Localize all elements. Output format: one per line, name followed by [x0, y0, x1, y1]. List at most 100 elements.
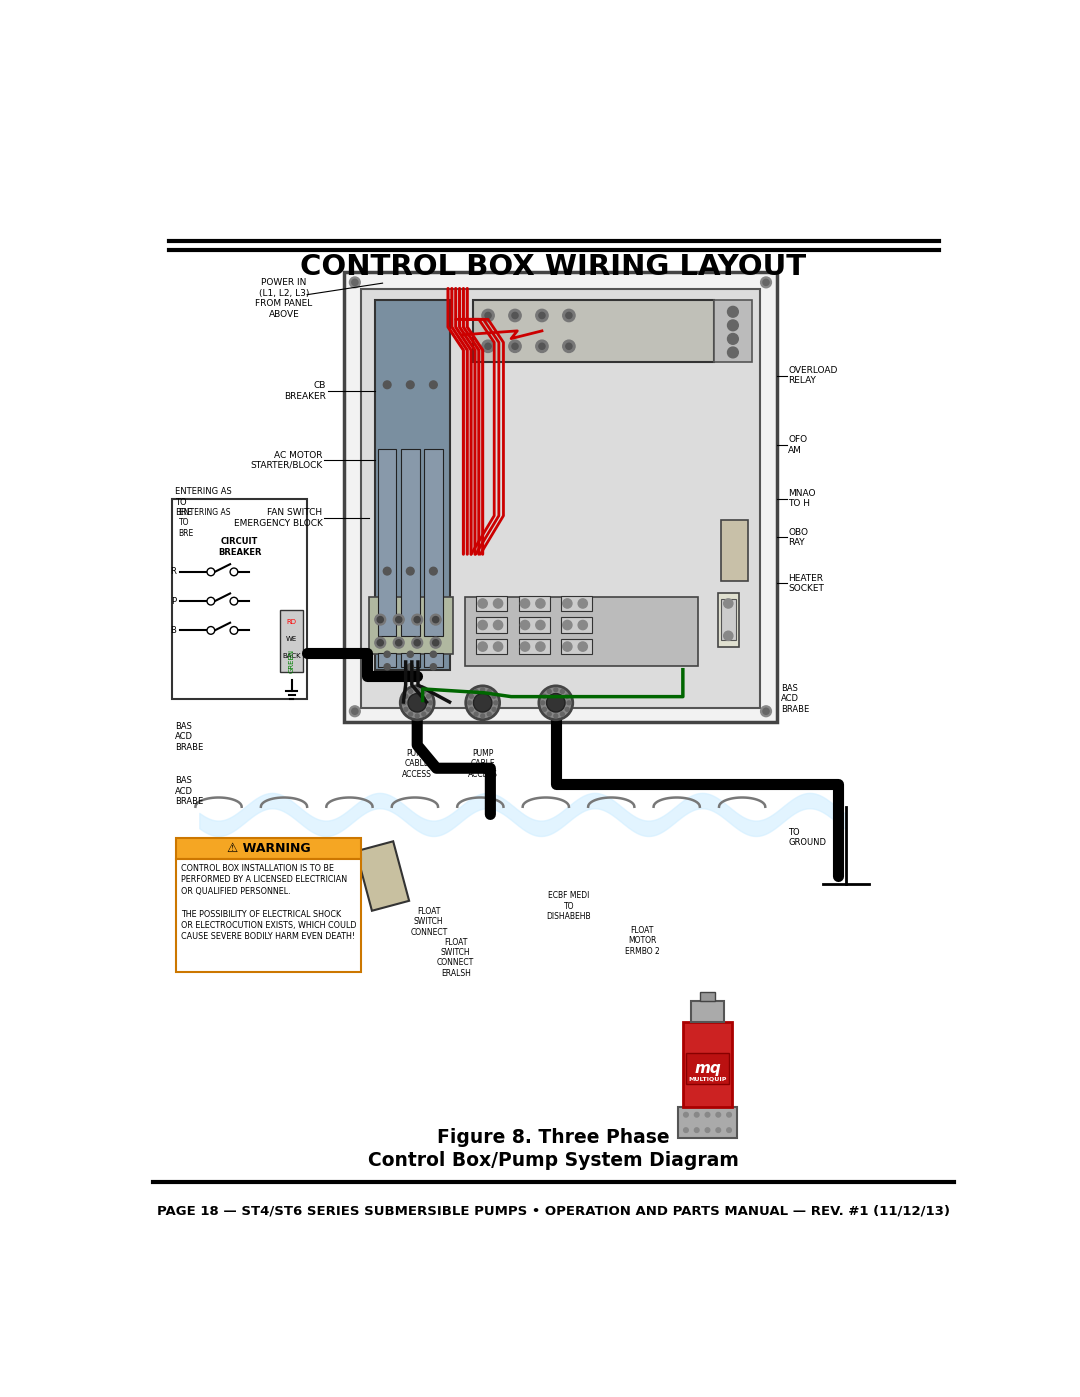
- Bar: [714, 300, 752, 362]
- Circle shape: [352, 708, 357, 714]
- Circle shape: [563, 643, 572, 651]
- Circle shape: [465, 686, 500, 719]
- Bar: [721, 520, 748, 581]
- Circle shape: [470, 694, 473, 698]
- Circle shape: [565, 707, 569, 711]
- Circle shape: [561, 712, 564, 717]
- Circle shape: [542, 694, 546, 698]
- Text: WE: WE: [286, 636, 297, 641]
- Circle shape: [536, 620, 545, 630]
- Circle shape: [539, 344, 545, 349]
- Circle shape: [539, 313, 545, 319]
- Text: CB
BREAKER: CB BREAKER: [284, 381, 326, 401]
- Circle shape: [474, 712, 478, 717]
- Circle shape: [350, 277, 361, 288]
- Circle shape: [541, 701, 544, 704]
- Circle shape: [422, 690, 426, 693]
- Circle shape: [408, 690, 413, 693]
- Circle shape: [402, 701, 406, 704]
- Circle shape: [509, 339, 522, 352]
- Bar: [562, 595, 592, 610]
- Circle shape: [430, 615, 441, 624]
- Text: FLOAT
SWITCH
CONNECT: FLOAT SWITCH CONNECT: [410, 907, 447, 936]
- Circle shape: [536, 599, 545, 608]
- Circle shape: [728, 334, 739, 344]
- Circle shape: [230, 598, 238, 605]
- Circle shape: [383, 381, 391, 388]
- Circle shape: [762, 708, 769, 714]
- Text: OVERLOAD
RELAY: OVERLOAD RELAY: [788, 366, 838, 386]
- Circle shape: [406, 567, 414, 576]
- Circle shape: [724, 631, 733, 640]
- Text: FLOAT
MOTOR
ERMBO 2: FLOAT MOTOR ERMBO 2: [624, 926, 660, 956]
- Bar: [375, 651, 449, 669]
- Text: OFO
AM: OFO AM: [788, 434, 808, 454]
- Text: HEATER
SOCKET: HEATER SOCKET: [788, 574, 824, 594]
- Circle shape: [350, 705, 361, 717]
- Circle shape: [494, 701, 498, 704]
- Circle shape: [578, 599, 588, 608]
- Circle shape: [207, 569, 215, 576]
- Circle shape: [536, 339, 549, 352]
- Text: BAS
ACD
BRABE: BAS ACD BRABE: [781, 685, 809, 714]
- Circle shape: [430, 381, 437, 388]
- Text: CONTROL BOX WIRING LAYOUT: CONTROL BOX WIRING LAYOUT: [300, 253, 807, 281]
- Bar: [690, 1000, 725, 1023]
- Circle shape: [548, 712, 551, 717]
- Circle shape: [728, 320, 739, 331]
- Bar: [518, 617, 550, 633]
- Circle shape: [536, 643, 545, 651]
- Circle shape: [487, 712, 491, 717]
- Circle shape: [563, 620, 572, 630]
- Circle shape: [470, 707, 473, 711]
- Text: ENTERING AS
TO
BRE: ENTERING AS TO BRE: [175, 488, 231, 517]
- Circle shape: [468, 701, 472, 704]
- Circle shape: [407, 651, 414, 658]
- Bar: [280, 610, 303, 672]
- Circle shape: [207, 627, 215, 634]
- Circle shape: [561, 690, 564, 693]
- Circle shape: [724, 599, 733, 608]
- Circle shape: [494, 643, 502, 651]
- Bar: [473, 300, 714, 362]
- Text: CIRCUIT
BREAKER: CIRCUIT BREAKER: [218, 538, 261, 556]
- Circle shape: [546, 693, 565, 712]
- Polygon shape: [356, 841, 409, 911]
- Text: BAS
ACD
BRABE: BAS ACD BRABE: [175, 777, 203, 806]
- Bar: [401, 450, 419, 636]
- Circle shape: [427, 707, 431, 711]
- Bar: [683, 1023, 732, 1106]
- Text: ENTERING AS
TO
BRE: ENTERING AS TO BRE: [178, 509, 230, 538]
- Text: Figure 8. Three Phase: Figure 8. Three Phase: [437, 1129, 670, 1147]
- Bar: [700, 992, 715, 1000]
- Bar: [368, 597, 454, 654]
- Circle shape: [716, 1127, 720, 1133]
- Circle shape: [395, 640, 402, 645]
- Circle shape: [684, 1127, 688, 1133]
- Circle shape: [694, 1127, 699, 1133]
- Circle shape: [377, 616, 383, 623]
- Bar: [176, 838, 361, 859]
- Text: R: R: [171, 567, 176, 577]
- Circle shape: [422, 712, 426, 717]
- Bar: [375, 300, 449, 638]
- Circle shape: [566, 313, 572, 319]
- Circle shape: [481, 687, 485, 692]
- Bar: [476, 638, 508, 654]
- Text: MULTIQUIP: MULTIQUIP: [688, 1077, 727, 1081]
- Bar: [678, 1106, 737, 1137]
- Circle shape: [563, 309, 575, 321]
- Circle shape: [705, 1112, 710, 1118]
- Circle shape: [548, 690, 551, 693]
- Circle shape: [705, 1127, 710, 1133]
- Bar: [686, 1053, 729, 1084]
- Circle shape: [430, 651, 436, 658]
- Text: BACK: BACK: [282, 652, 301, 659]
- Circle shape: [478, 599, 487, 608]
- Circle shape: [567, 701, 571, 704]
- Circle shape: [430, 567, 437, 576]
- Circle shape: [482, 309, 495, 321]
- Text: TO
GROUND: TO GROUND: [788, 828, 826, 847]
- Text: P: P: [171, 597, 176, 606]
- Circle shape: [473, 693, 491, 712]
